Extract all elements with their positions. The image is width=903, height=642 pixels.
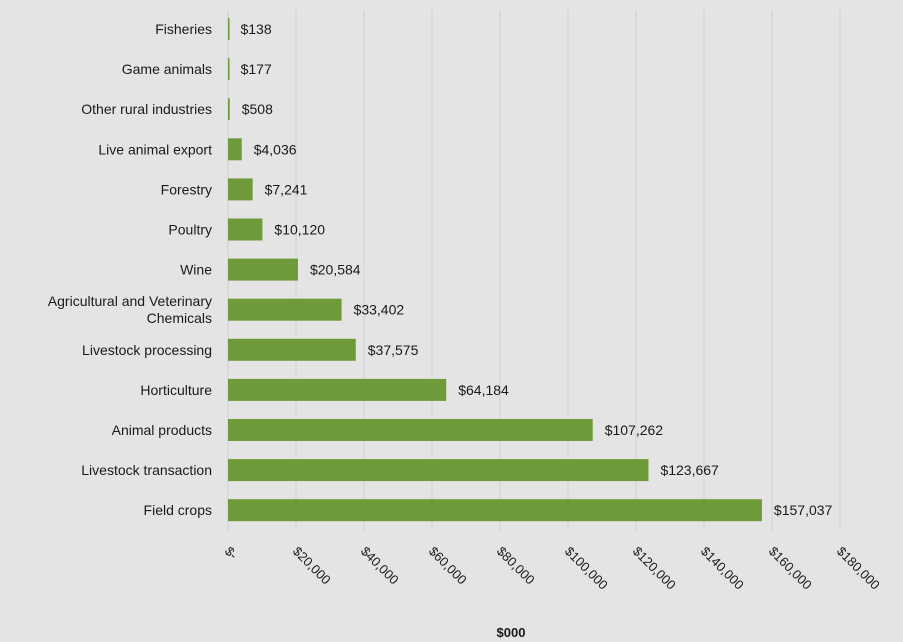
category-labels: Fisheries Game animals Other rural industr… (48, 21, 212, 518)
category-label: Poultry (168, 222, 212, 238)
x-tick-label: $160,000 (766, 544, 815, 593)
data-label: $7,241 (265, 181, 308, 197)
category-label: Game animals (122, 61, 212, 77)
data-label: $123,667 (660, 462, 719, 478)
grid-layer (227, 10, 841, 530)
data-label: $33,402 (354, 302, 405, 318)
x-tick-labels: $- $20,000 $40,000 $60,000 $80,000 $100,000 $1… (222, 544, 883, 593)
category-label: Fisheries (155, 21, 212, 37)
category-label: Field crops (144, 502, 212, 518)
category-label: Livestock processing (82, 342, 212, 358)
data-label: $508 (242, 101, 273, 117)
bar (228, 499, 762, 522)
category-label: Forestry (161, 181, 212, 197)
value-labels: $138 $177 $508 $4,036 $7,241 $10,120 $20,584 $3… (240, 21, 832, 518)
category-label: Horticulture (140, 382, 212, 398)
bar-layer (228, 18, 762, 522)
data-label: $10,120 (274, 222, 325, 238)
data-label: $177 (241, 61, 272, 77)
bar (228, 18, 230, 40)
data-label: $107,262 (605, 422, 664, 438)
data-label: $20,584 (310, 262, 361, 278)
x-tick-label: $140,000 (698, 544, 747, 593)
category-label: Wine (180, 262, 212, 278)
x-tick-label: $60,000 (426, 544, 470, 588)
bar (228, 419, 593, 441)
data-label: $157,037 (774, 502, 833, 518)
x-tick-label: $80,000 (494, 544, 538, 588)
bar (228, 338, 356, 361)
bar (228, 459, 649, 482)
bar (228, 258, 298, 281)
x-tick-label: $- (222, 544, 241, 563)
x-tick-label: $40,000 (358, 544, 402, 588)
bar (228, 98, 230, 121)
category-label: Agricultural and Veterinary Chemicals (48, 293, 212, 326)
x-tick-label: $180,000 (834, 544, 883, 593)
data-label: $4,036 (254, 141, 297, 157)
data-label: $138 (240, 21, 271, 37)
data-label: $64,184 (458, 382, 509, 398)
x-tick-label: $100,000 (562, 544, 611, 593)
data-label: $37,575 (368, 342, 419, 358)
category-label: Livestock transaction (81, 462, 212, 478)
bar (228, 58, 230, 81)
bar (228, 138, 242, 161)
x-axis-title: $000 (497, 625, 526, 640)
category-label: Live animal export (98, 141, 212, 157)
bar (228, 218, 263, 241)
bar (228, 178, 253, 201)
x-tick-label: $120,000 (630, 544, 679, 593)
bar (228, 378, 447, 401)
category-label: Animal products (112, 422, 212, 438)
bar (228, 298, 342, 321)
x-tick-label: $20,000 (290, 544, 334, 588)
category-label: Other rural industries (81, 101, 212, 117)
